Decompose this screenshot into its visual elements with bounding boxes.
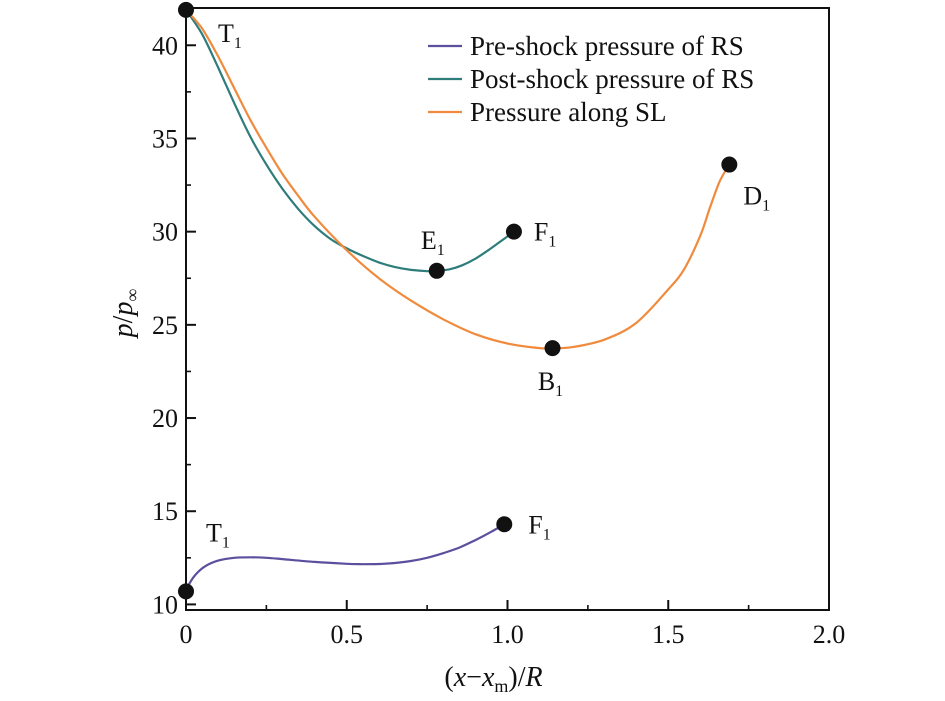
point-marker-F1_bottom: [496, 516, 513, 533]
point-label-main: E: [421, 226, 437, 255]
axes: 0 0.5 1.0 1.5 2.0 10 15 20 25 30 35 40: [152, 7, 846, 649]
x-axis-title-part: (: [444, 662, 453, 693]
point-label-F1_top: F1: [534, 218, 556, 251]
point-label-sub: 1: [437, 242, 445, 259]
point-label-sub: 1: [543, 526, 551, 543]
x-tick-label: 2.0: [813, 620, 846, 649]
series-line-1: [184, 523, 506, 593]
point-label-E1: E1: [421, 226, 445, 259]
point-label-sub: 1: [555, 383, 563, 400]
x-tick-label: 1.5: [652, 620, 685, 649]
point-label-B1: B1: [538, 367, 563, 400]
x-axis-title-part: )/: [508, 662, 525, 693]
point-label-F1_bottom: F1: [528, 510, 550, 543]
y-tick-label: 15: [152, 497, 178, 526]
x-axis-title-part: R: [525, 662, 543, 693]
point-marker-B1: [544, 340, 561, 357]
point-label-main: F: [534, 218, 548, 247]
legend-label-2: Post-shock pressure of RS: [470, 64, 754, 94]
point-label-main: T: [206, 518, 222, 547]
x-axis-title-part: m: [494, 676, 508, 696]
plot-area: [186, 8, 829, 610]
series-line-3: [184, 8, 731, 350]
point-marker-D1: [721, 156, 738, 173]
x-axis-title: (x−xm)/R: [444, 662, 542, 696]
x-axis-title-part: −: [466, 662, 482, 693]
y-tick-label: 30: [152, 218, 178, 247]
y-axis-title: p/p∞: [108, 289, 142, 340]
y-tick-label: 25: [152, 311, 178, 340]
y-tick-label: 40: [152, 31, 178, 60]
point-marker-E1: [428, 262, 445, 279]
x-tick-label: 1.0: [491, 620, 524, 649]
point-label-main: F: [528, 510, 542, 539]
y-axis-title-part: p: [108, 323, 139, 339]
axis-titles: (x−xm)/Rp/p∞: [108, 289, 543, 696]
point-label-T1_bottom: T1: [206, 518, 230, 551]
x-axis-title-part: x: [481, 662, 495, 693]
y-tick-label: 20: [152, 404, 178, 433]
y-axis-title-part: /: [108, 315, 139, 323]
point-label-main: T: [218, 19, 234, 48]
y-axis-title-part: ∞: [122, 289, 142, 302]
series-lines: [184, 8, 731, 593]
x-axis-title-part: x: [453, 662, 467, 693]
y-tick-label: 35: [152, 124, 178, 153]
point-label-D1: D1: [743, 182, 770, 215]
point-marker-F1_top: [505, 223, 522, 240]
point-label-main: B: [538, 367, 555, 396]
y-axis-title-part: p: [108, 302, 139, 318]
point-label-sub: 1: [762, 198, 770, 215]
x-tick-label: 0.5: [331, 620, 364, 649]
x-tick-label: 0: [180, 620, 193, 649]
point-label-main: D: [743, 182, 762, 211]
legend-label-3: Pressure along SL: [470, 97, 666, 127]
point-label-sub: 1: [234, 35, 242, 52]
legend-label-1: Pre-shock pressure of RS: [470, 31, 744, 61]
point-label-T1_top: T1: [218, 19, 242, 52]
plot-background: [186, 8, 829, 610]
y-tick-label: 10: [152, 590, 178, 619]
point-label-sub: 1: [548, 234, 556, 251]
series-line-2: [184, 8, 515, 273]
point-label-sub: 1: [222, 534, 230, 551]
